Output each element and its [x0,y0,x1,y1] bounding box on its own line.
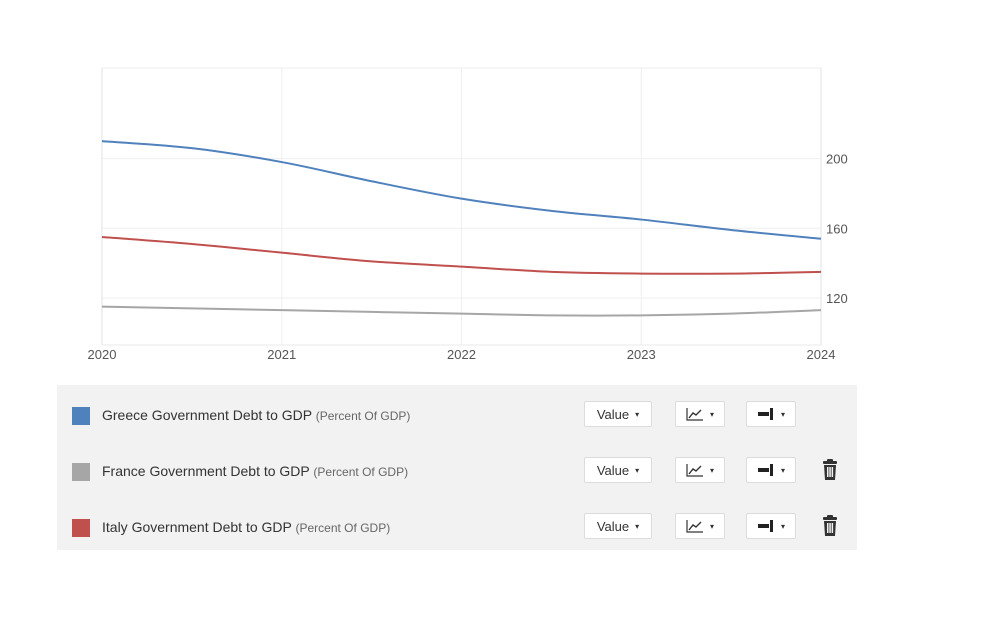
caret-down-icon: ▾ [635,465,640,475]
legend-row-greece: Greece Government Debt to GDP (Percent O… [57,387,857,443]
series-unit: (Percent Of GDP) [313,465,409,479]
line-chart-icon [686,464,703,477]
axis-side-icon [757,520,773,532]
legend-row-france: France Government Debt to GDP (Percent O… [57,443,857,499]
series-color-swatch [72,519,90,537]
x-tick-label: 2024 [807,347,836,362]
series-name: Italy Government Debt to GDP [102,519,292,535]
series-name: Greece Government Debt to GDP [102,407,312,423]
caret-down-icon: ▾ [709,409,714,419]
value-dropdown-label: Value [596,518,630,534]
chart-type-dropdown[interactable]: ▾ [675,401,725,427]
x-tick-label: 2021 [267,347,296,362]
axis-side-dropdown[interactable]: ▾ [746,457,796,483]
y-tick-label: 200 [826,152,848,167]
x-tick-label: 2022 [447,347,476,362]
series-line-italy[interactable] [101,235,822,275]
caret-down-icon: ▾ [780,521,785,531]
legend-panel: Greece Government Debt to GDP (Percent O… [57,385,857,550]
series-layer [101,140,822,317]
value-dropdown[interactable]: Value ▾ [584,513,652,539]
caret-down-icon: ▾ [780,465,785,475]
caret-down-icon: ▾ [635,409,640,419]
line-chart: 120 160 200 2020 2021 2022 2023 2024 [88,67,848,362]
series-label[interactable]: Greece Government Debt to GDP (Percent O… [102,407,410,423]
chart-type-dropdown[interactable]: ▾ [675,457,725,483]
value-dropdown-label: Value [596,462,630,478]
series-line-france[interactable] [101,305,822,317]
chart-type-dropdown[interactable]: ▾ [675,513,725,539]
caret-down-icon: ▾ [635,521,640,531]
x-tick-label: 2023 [627,347,656,362]
caret-down-icon: ▾ [709,465,714,475]
axis-side-icon [757,464,773,476]
line-chart-icon [686,408,703,421]
trash-icon[interactable] [821,459,839,481]
series-name: France Government Debt to GDP [102,463,310,479]
series-line-greece[interactable] [101,140,822,240]
axis-side-dropdown[interactable]: ▾ [746,513,796,539]
caret-down-icon: ▾ [780,409,785,419]
line-chart-icon [686,520,703,533]
x-tick-label: 2020 [88,347,117,362]
series-color-swatch [72,407,90,425]
value-dropdown[interactable]: Value ▾ [584,457,652,483]
series-unit: (Percent Of GDP) [295,521,391,535]
value-dropdown-label: Value [596,406,630,422]
value-dropdown[interactable]: Value ▾ [584,401,652,427]
series-color-swatch [72,463,90,481]
series-label[interactable]: France Government Debt to GDP (Percent O… [102,463,408,479]
x-axis: 2020 2021 2022 2023 2024 [88,347,836,362]
series-unit: (Percent Of GDP) [315,409,411,423]
legend-row-italy: Italy Government Debt to GDP (Percent Of… [57,499,857,555]
trash-icon[interactable] [821,515,839,537]
series-label[interactable]: Italy Government Debt to GDP (Percent Of… [102,519,390,535]
axis-side-icon [757,408,773,420]
chart-grid [101,67,822,346]
y-axis: 120 160 200 [826,152,848,306]
axis-side-dropdown[interactable]: ▾ [746,401,796,427]
y-tick-label: 120 [826,291,848,306]
caret-down-icon: ▾ [709,521,714,531]
y-tick-label: 160 [826,221,848,236]
